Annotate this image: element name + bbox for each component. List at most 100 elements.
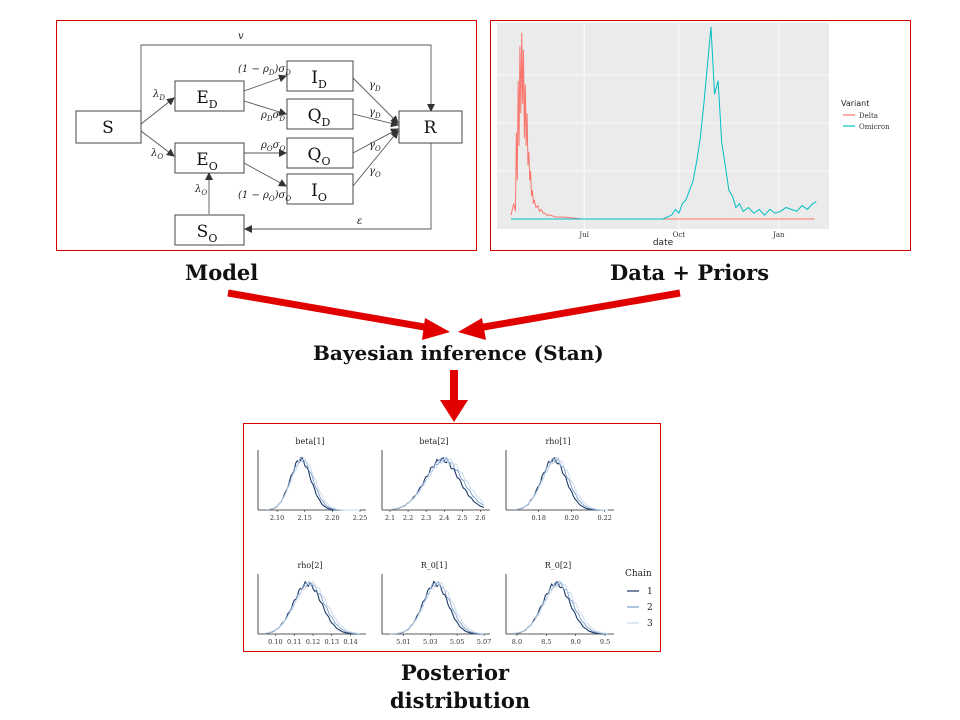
data-panel: Jul Oct Jan date Variant Delta Omicron xyxy=(490,20,911,251)
panel-tick-label: 8.0 xyxy=(512,638,522,646)
panel-tick-label: 0.18 xyxy=(531,514,545,522)
label-eo-io: (1 − ρO)σO xyxy=(238,190,291,203)
model-label: Model xyxy=(185,260,259,285)
panel-tick-label: 2.5 xyxy=(457,514,467,522)
series-line-delta xyxy=(510,32,815,220)
panel-tick-label: 5.01 xyxy=(396,638,410,646)
model-panel: S ED EO ID QD QO IO R SO v λD λO λO (1 −… xyxy=(56,20,477,251)
panel-tick-label: 0.20 xyxy=(564,514,578,522)
panel-tick-label: 2.2 xyxy=(403,514,413,522)
x-ticks: Jul Oct Jan xyxy=(578,231,785,239)
density-line-chain-3 xyxy=(513,456,608,511)
arrow-data-to-inference xyxy=(477,289,681,332)
density-panel: R_0[2] 8.0 8.5 9.0 9.5 xyxy=(505,561,614,646)
plot-grid xyxy=(497,23,829,229)
chain-legend-label: 1 xyxy=(647,587,653,597)
panel-tick-label: 2.15 xyxy=(297,514,311,522)
node-r-label: R xyxy=(424,118,438,138)
panel-tick-label: 2.10 xyxy=(270,514,284,522)
chain-legend: 1 2 3 xyxy=(627,587,653,629)
posterior-panel: beta[1] 2.10 2.15 2.20 2.25 beta[2] 2.1 2.2 2.3 2… xyxy=(243,423,661,652)
node-id-label: ID xyxy=(311,68,327,91)
density-panel: rho[1] 0.18 0.20 0.22 xyxy=(505,437,614,522)
density-line-chain-3 xyxy=(513,580,609,635)
panel-tick-label: 2.6 xyxy=(475,514,485,522)
panel-title: beta[1] xyxy=(295,437,324,446)
node-s-label: S xyxy=(102,118,114,138)
posterior-label-line1: Posterior xyxy=(400,660,510,685)
density-line-chain-1 xyxy=(513,581,609,635)
edge-io-r xyxy=(352,130,399,187)
density-line-chain-3 xyxy=(265,457,360,511)
panel-tick-label: 0.11 xyxy=(287,638,301,646)
arrow-model-to-inference xyxy=(227,289,431,332)
density-line-chain-1 xyxy=(265,580,361,635)
density-line-chain-2 xyxy=(389,581,485,635)
edge-id-r xyxy=(352,77,399,124)
panel-tick-label: 2.1 xyxy=(385,514,395,522)
density-line-chain-1 xyxy=(390,580,484,635)
arrow-posterior-head xyxy=(440,400,468,422)
label-ed-qd: ρDσD xyxy=(260,110,285,123)
plot-area xyxy=(497,23,829,229)
node-io xyxy=(286,173,354,205)
edge-ed-qd xyxy=(243,100,287,116)
label-gamma-io: γO xyxy=(369,166,381,179)
label-lambda-d: λD xyxy=(152,89,165,102)
label-gamma-id: γD xyxy=(369,80,381,93)
node-qo xyxy=(286,137,354,169)
x-tick-label: Jul xyxy=(578,231,589,239)
edge-eo-io xyxy=(243,162,287,187)
arrow-data-head xyxy=(458,318,486,340)
label-gamma-qo: γO xyxy=(369,140,381,153)
legend-label-delta: Delta xyxy=(859,112,878,120)
density-line-chain-3 xyxy=(390,581,485,635)
panel-tick-label: 5.03 xyxy=(423,638,437,646)
model-diagram: S ED EO ID QD QO IO R SO v λD λO λO (1 −… xyxy=(75,31,463,246)
node-so xyxy=(174,214,245,246)
inference-label: Bayesian inference (Stan) xyxy=(313,341,604,365)
panel-tick-label: 2.3 xyxy=(421,514,431,522)
node-ed xyxy=(174,80,245,112)
node-io-label: IO xyxy=(311,181,327,204)
data-priors-label: Data + Priors xyxy=(610,260,770,285)
chain-legend-title: Chain xyxy=(625,569,652,579)
legend-label-omicron: Omicron xyxy=(859,123,890,131)
panel-title: rho[1] xyxy=(545,437,570,446)
posterior-label-line2: distribution xyxy=(390,688,531,713)
density-line-chain-2 xyxy=(513,581,608,635)
density-line-chain-3 xyxy=(265,580,361,634)
edge-r-so xyxy=(244,143,432,233)
panel-tick-label: 0.10 xyxy=(268,638,282,646)
panel-tick-label: 9.0 xyxy=(571,638,581,646)
node-eo xyxy=(174,142,245,174)
node-ed-label: ED xyxy=(196,88,217,111)
panel-title: R_0[1] xyxy=(421,561,447,570)
label-ed-id: (1 − ρD)σD xyxy=(238,64,291,77)
panel-tick-label: 2.25 xyxy=(353,514,367,522)
density-panels: beta[1] 2.10 2.15 2.20 2.25 beta[2] 2.1 2.2 2.3 2… xyxy=(257,437,614,646)
variant-cases-chart: Jul Oct Jan date Variant Delta Omicron xyxy=(497,23,890,248)
x-axis-label: date xyxy=(653,238,674,248)
node-r xyxy=(398,110,463,144)
panel-tick-label: 0.13 xyxy=(325,638,339,646)
node-s xyxy=(75,110,142,144)
panel-tick-label: 5.07 xyxy=(477,638,491,646)
density-line-chain-3 xyxy=(389,456,485,510)
node-qd xyxy=(286,98,354,130)
x-tick-label: Jan xyxy=(772,231,785,239)
plot-series xyxy=(510,26,817,220)
label-v: v xyxy=(238,31,244,42)
panel-tick-label: 0.22 xyxy=(597,514,611,522)
panel-title: R_0[2] xyxy=(545,561,571,570)
edge-s-eo xyxy=(140,130,175,157)
edge-ed-id xyxy=(243,74,287,92)
panel-tick-label: 9.5 xyxy=(600,638,610,646)
edge-qd-r xyxy=(352,113,399,128)
x-tick-label: Oct xyxy=(673,231,686,239)
node-qo-label: QO xyxy=(308,145,331,168)
series-line-omicron xyxy=(511,26,817,220)
chain-legend-label: 2 xyxy=(647,603,653,613)
panel-tick-label: 5.05 xyxy=(450,638,464,646)
density-panel: rho[2] 0.10 0.11 0.12 0.13 0.14 xyxy=(257,561,366,646)
